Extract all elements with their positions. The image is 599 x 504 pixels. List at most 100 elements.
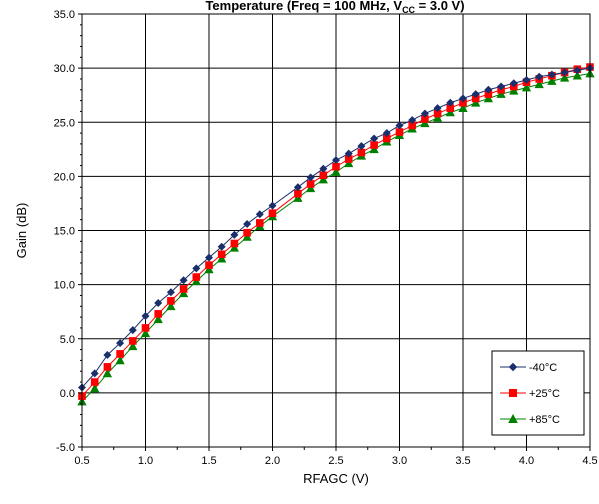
data-point <box>547 76 557 85</box>
data-point <box>179 276 188 285</box>
legend: -40°C +25°C +85°C <box>491 350 585 436</box>
series-line <box>81 66 591 397</box>
data-point <box>191 276 201 286</box>
data-point <box>192 264 201 273</box>
legend-label: +25°C <box>529 388 560 400</box>
x-tick-label: 2.0 <box>265 455 280 467</box>
data-point <box>167 297 175 305</box>
x-tick-label: 1.0 <box>138 455 153 467</box>
data-point <box>115 355 125 365</box>
x-tick-label: 2.5 <box>328 455 343 467</box>
data-point <box>154 299 163 308</box>
x-tick-label: 3.5 <box>455 455 470 467</box>
data-point <box>166 301 176 311</box>
chart-title-prefix: Temperature (Freq = 100 MHz, V <box>205 0 402 13</box>
data-point <box>521 82 532 92</box>
data-point <box>242 232 252 241</box>
x-tick-label: 0.5 <box>74 455 89 467</box>
series-line <box>81 67 591 388</box>
data-point <box>420 109 429 118</box>
data-point <box>128 326 137 335</box>
data-point <box>204 264 214 274</box>
data-point <box>293 183 302 192</box>
data-point <box>446 98 455 107</box>
y-tick-label: 0.0 <box>60 388 75 400</box>
data-point <box>572 70 582 80</box>
data-point <box>370 134 379 143</box>
data-point <box>102 368 113 378</box>
series-line <box>81 73 591 402</box>
data-point <box>230 239 239 248</box>
data-point <box>116 350 124 358</box>
x-tick-label: 3.0 <box>392 455 407 467</box>
data-point <box>471 90 480 99</box>
data-point <box>243 219 252 229</box>
data-point <box>178 288 189 298</box>
data-point <box>483 93 494 103</box>
data-point <box>319 171 328 180</box>
legend-marker <box>509 389 517 397</box>
data-point <box>229 242 240 252</box>
legend-item: +25°C <box>500 388 560 400</box>
data-point <box>534 79 544 89</box>
data-point <box>217 242 226 251</box>
data-point <box>103 350 112 359</box>
data-point <box>128 341 138 351</box>
data-point <box>408 116 417 125</box>
data-point <box>484 85 493 94</box>
y-tick-label: 15.0 <box>54 226 75 238</box>
data-point <box>103 363 112 371</box>
y-tick-label: -5.0 <box>56 442 75 454</box>
series-square <box>78 63 594 400</box>
data-point <box>204 253 214 262</box>
data-point <box>306 173 315 182</box>
data-point <box>255 210 264 219</box>
data-point <box>141 312 150 321</box>
x-tick-label: 4.0 <box>519 455 534 467</box>
data-point <box>547 70 556 79</box>
data-point <box>192 273 201 281</box>
data-point <box>344 158 354 168</box>
legend-label: +85°C <box>529 414 560 426</box>
legend-marker <box>508 413 518 423</box>
data-point <box>243 228 251 237</box>
data-point <box>305 183 316 193</box>
data-point <box>154 310 162 318</box>
data-point <box>331 156 341 165</box>
data-point <box>293 193 303 202</box>
y-tick-label: 5.0 <box>60 334 75 346</box>
data-point <box>370 141 378 149</box>
data-point <box>331 167 341 176</box>
data-point <box>90 378 99 386</box>
data-point <box>471 97 481 107</box>
data-point <box>395 128 404 136</box>
legend-item: -40°C <box>500 362 557 374</box>
data-point <box>179 285 188 293</box>
y-tick-label: 30.0 <box>54 63 75 75</box>
data-point <box>217 253 227 263</box>
data-point <box>140 328 151 338</box>
data-point <box>153 314 163 324</box>
data-point <box>509 85 519 95</box>
data-point <box>395 121 404 130</box>
chart-title: Temperature (Freq = 100 MHz, VCC = 3.0 V… <box>205 0 464 15</box>
data-point <box>205 261 213 269</box>
series-triangle <box>77 68 595 406</box>
y-tick-label: 10.0 <box>54 280 75 292</box>
data-point <box>116 339 125 348</box>
data-point <box>497 82 506 91</box>
data-point <box>90 369 99 378</box>
y-axis-title: Gain (dB) <box>14 203 29 259</box>
data-point <box>535 72 544 81</box>
data-point <box>458 94 468 103</box>
data-point <box>420 118 430 128</box>
axis-ticks: 0.5 1.0 1.5 2.0 2.5 3.0 3.5 4.0 4.5 -5.0 0.0 5.0 10.… <box>54 9 598 467</box>
data-point <box>294 189 302 198</box>
data-point <box>90 383 100 393</box>
data-point <box>560 68 569 77</box>
data-point <box>256 219 264 227</box>
legend-item: +85°C <box>500 413 560 426</box>
legend-label: -40°C <box>529 362 557 374</box>
x-tick-label: 4.5 <box>582 455 597 467</box>
